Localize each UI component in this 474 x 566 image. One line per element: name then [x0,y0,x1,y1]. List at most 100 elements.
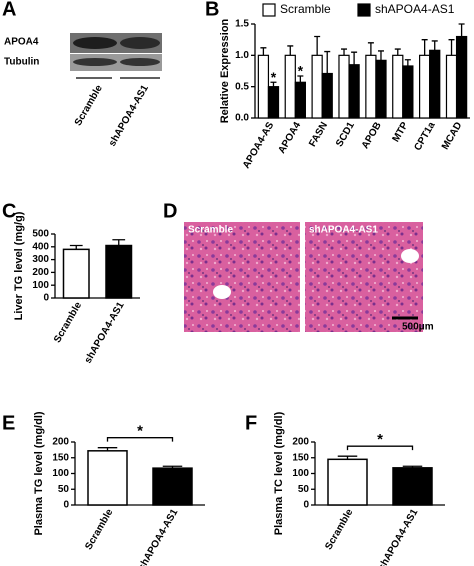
error-bar [314,35,321,56]
error-bar [287,45,294,56]
x-tick-label: MCAD [440,120,465,151]
bar [419,54,431,119]
bar [392,54,404,119]
y-tick-label: 1.0 [235,50,249,61]
x-tick-label: Scramble [83,507,115,552]
bar [348,64,360,119]
western-blot: APOA4 Tubulin Scramble shAPOA4-AS1 [4,33,162,148]
bar [105,244,133,299]
vessel [401,249,419,263]
bar [429,49,441,119]
y-tick-label: 150 [292,452,309,463]
x-tick-label: APOA4 [276,120,303,156]
bar [338,54,350,119]
bar [152,467,193,506]
error-bar [377,50,384,61]
y-axis-title: Liver TG level (mg/g) [13,211,25,320]
y-tick-label: 100 [52,468,69,479]
y-tick-label: 0 [303,500,309,511]
panel-label: E [2,412,15,434]
bar [62,248,90,299]
panel-label: F [245,412,257,434]
annotation: * [377,431,383,448]
error-bar [404,59,411,66]
error-bar [260,47,267,56]
bar [267,86,280,119]
error-bar [458,23,465,37]
error-bar [341,48,348,56]
error-bar [351,51,358,65]
blot-band [120,58,160,66]
bar [257,54,270,119]
histology-image [305,222,423,332]
y-tick-label: 50 [298,484,310,495]
blot-row-label: APOA4 [4,37,39,48]
vessel [213,285,231,299]
x-tick-label: shAPOA4-AS1 [376,507,420,566]
bar [375,59,387,119]
y-tick-label: 150 [52,452,69,463]
x-tick-label: shAPOA4-AS1 [83,300,127,366]
y-tick-label: 100 [292,468,309,479]
significance-bracket [106,437,174,442]
lane-label: Scramble [73,83,105,128]
error-bar [270,81,277,87]
panel-label: D [163,200,177,222]
y-tick-label: 0.5 [235,81,249,92]
error-bar [394,48,401,56]
error-bar [297,75,304,83]
y-tick-label: 0 [63,500,69,511]
y-tick-label: 1.5 [235,19,249,30]
bar [455,35,468,119]
bar [294,81,306,119]
histology: Scramble shAPOA4-AS1 500μm [184,222,434,333]
y-tick-label: 500 [32,229,49,240]
bar [327,458,368,506]
bar [87,450,128,506]
annotation: * [137,423,143,440]
bar [445,54,458,119]
y-axis-title: Relative Expression [219,18,231,123]
x-tick-label: MTP [391,120,411,144]
y-axis-title: Plasma TC level (mg/dl) [273,411,285,535]
image-label: shAPOA4-AS1 [309,225,378,236]
error-bar [324,50,331,74]
panel-label: A [2,0,16,20]
y-tick-label: 200 [32,267,49,278]
bar [311,54,323,119]
bar [284,54,296,119]
blot-band [73,37,117,49]
y-tick-label: 0 [43,293,49,304]
panel-label: C [2,200,16,222]
x-tick-label: APOA4-AS [241,120,277,171]
x-tick-label: FASN [307,120,330,149]
significance-bracket [346,445,414,451]
error-bar [431,40,438,51]
blot-band [120,37,160,49]
bar [392,467,433,506]
error-bar [367,42,374,56]
y-tick-label: 200 [292,437,309,448]
legend-label: shAPOA4-AS1 [375,2,455,16]
legend-swatch [262,3,276,17]
lane-label: shAPOA4-AS1 [107,83,151,149]
image-label: Scramble [188,225,233,236]
panel-label: B [205,0,219,20]
y-tick-label: 0.0 [235,113,249,124]
y-tick-label: 300 [32,254,49,265]
x-tick-label: SCD1 [334,120,357,149]
bar [365,54,377,119]
legend-swatch [357,3,371,17]
x-tick-label: CPT1a [412,120,437,153]
error-bar [421,39,428,56]
x-tick-label: shAPOA4-AS1 [136,507,180,566]
y-tick-label: 50 [58,484,70,495]
error-bar [112,239,126,246]
x-tick-label: APOB [360,120,384,151]
y-tick-label: 100 [32,280,49,291]
scale-bar-label: 500μm [402,322,434,333]
annotation: * [298,63,304,79]
y-tick-label: 400 [32,241,49,252]
